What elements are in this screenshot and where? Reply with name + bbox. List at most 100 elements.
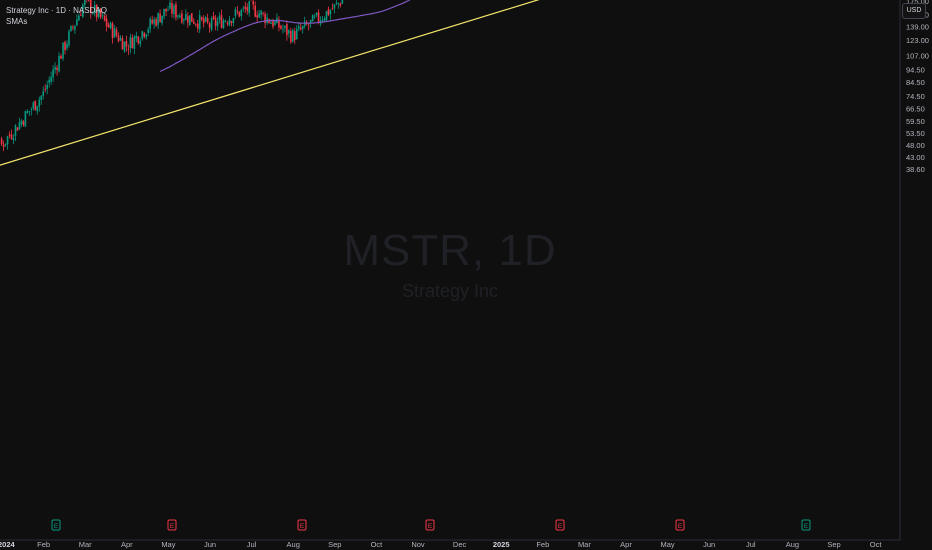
candle-body [38, 99, 41, 107]
candle-body [145, 34, 148, 38]
x-tick-label: May [161, 540, 175, 549]
symbol-title: Strategy Inc · 1D · NASDAQ [6, 6, 107, 15]
candle-body [26, 111, 29, 114]
candle-body [36, 106, 39, 112]
candle-body [222, 20, 225, 29]
candle-body [72, 27, 74, 28]
candle-body [258, 13, 260, 18]
candle-body [111, 23, 114, 39]
candle-body [181, 13, 183, 23]
candle-body [288, 30, 290, 34]
candle-body [58, 55, 60, 72]
candle-body [236, 10, 239, 12]
candle-body [171, 3, 173, 14]
candle-body [192, 21, 195, 24]
candle-body [169, 2, 171, 9]
candle-body [311, 15, 314, 22]
x-tick-label: 2025 [493, 540, 510, 549]
candle-body [165, 8, 167, 12]
candle-body [143, 32, 146, 37]
watermark-name: Strategy Inc [401, 281, 499, 301]
earnings-event-icon [297, 519, 307, 531]
candle-body [242, 7, 245, 9]
sma-line [159, 0, 411, 72]
earnings-event-label: E [54, 523, 59, 530]
candle-body [157, 13, 159, 25]
candle-body [206, 17, 209, 23]
y-tick-label: 38.60 [906, 165, 925, 174]
candle-body [256, 15, 258, 18]
candle-body [107, 24, 110, 28]
candle-body [331, 8, 334, 10]
x-tick-label: Jun [703, 540, 715, 549]
candle-body [224, 20, 227, 22]
candle-body [200, 17, 203, 20]
earnings-event-label: E [300, 523, 305, 530]
candle-body [187, 16, 189, 23]
candle-body [323, 18, 326, 21]
x-tick-label: Aug [287, 540, 300, 549]
candle-body [66, 43, 68, 49]
earnings-event-label: E [804, 523, 809, 530]
candle-body [68, 31, 70, 46]
candle-body [161, 15, 163, 24]
candle-body [151, 19, 153, 24]
candle-body [230, 21, 233, 24]
candle-body [99, 8, 102, 18]
candle-body [135, 35, 138, 39]
candle-body [82, 4, 84, 17]
candle-body [6, 136, 9, 144]
candle-body [234, 9, 237, 17]
candle-body [50, 76, 52, 82]
candle-body [218, 16, 221, 21]
x-tick-label: May [661, 540, 675, 549]
y-tick-label: 94.50 [906, 65, 925, 74]
candle-body [333, 4, 336, 9]
currency-button[interactable]: USD [902, 3, 926, 19]
candle-body [64, 41, 66, 51]
candle-body [139, 40, 142, 45]
candle-body [119, 37, 122, 41]
x-tick-label: Apr [620, 540, 632, 549]
candle-body [270, 22, 272, 24]
x-tick-label: Oct [371, 540, 384, 549]
candle-body [212, 15, 215, 20]
chart-header: Strategy Inc · 1D · NASDAQ SMAs [6, 5, 107, 27]
candle-body [155, 19, 157, 26]
earnings-event-label: E [170, 523, 175, 530]
candle-body [327, 8, 330, 16]
candle-body [244, 6, 247, 9]
candle-body [295, 28, 298, 40]
candle-body [254, 5, 256, 17]
candle-body [16, 127, 19, 131]
candle-body [48, 79, 50, 83]
candle-body [208, 23, 211, 28]
candle-body [214, 18, 217, 26]
candle-body [40, 95, 43, 100]
x-tick-label: Dec [453, 540, 467, 549]
candle-body [131, 37, 134, 49]
y-tick-label: 59.50 [906, 117, 925, 126]
indicator-label[interactable]: SMAs [6, 17, 28, 26]
candle-body [286, 23, 288, 36]
candle-body [220, 15, 223, 28]
candle-body [137, 36, 140, 44]
candle-body [315, 12, 318, 16]
candle-body [2, 144, 5, 147]
candle-body [301, 25, 304, 30]
candle-body [282, 28, 284, 30]
x-tick-label: Aug [786, 540, 799, 549]
x-tick-label: Jun [204, 540, 216, 549]
watermark-ticker: MSTR, 1D [343, 226, 557, 275]
earnings-event-icon [167, 519, 177, 531]
y-tick-label: 175.00 [906, 0, 929, 6]
candle-body [129, 36, 132, 49]
candle-body [189, 15, 191, 25]
x-tick-label: Mar [578, 540, 591, 549]
candle-body [93, 5, 96, 13]
x-tick-label: Feb [536, 540, 549, 549]
candle-body [34, 100, 37, 111]
candle-body [159, 13, 161, 23]
candle-body [123, 41, 126, 52]
